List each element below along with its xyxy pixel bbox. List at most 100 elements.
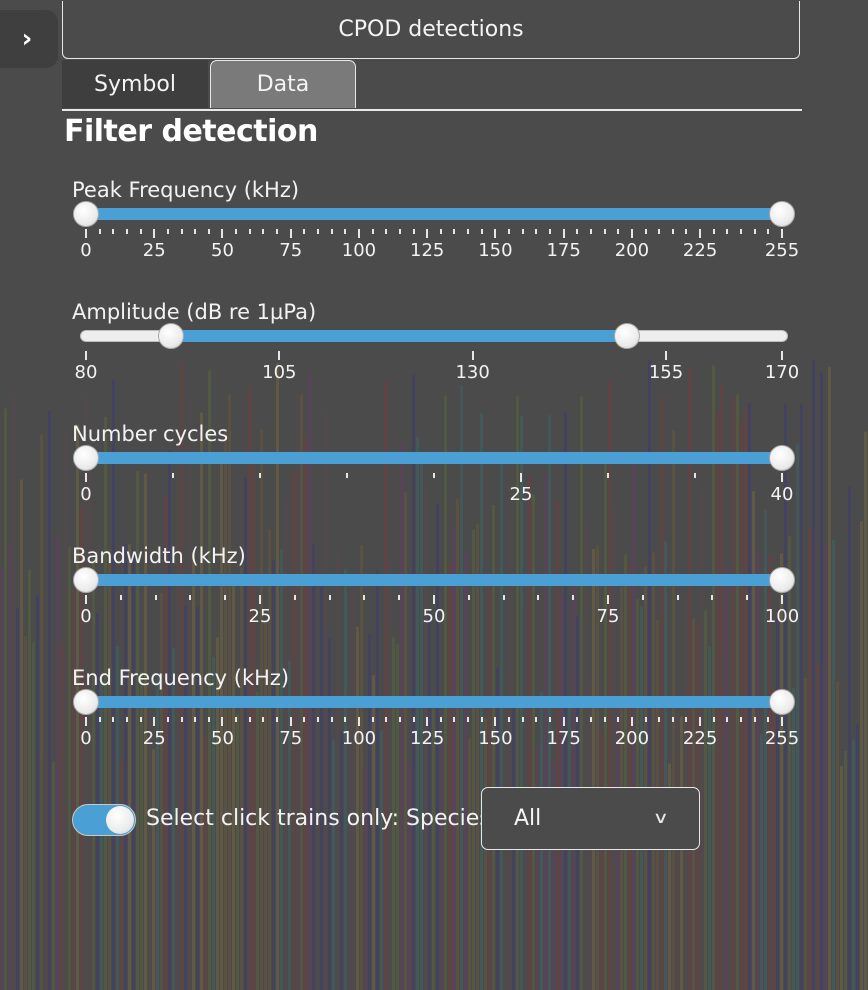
amplitude-label: Amplitude (dB re 1µPa) [72,300,317,324]
number-cycles-major-tick [781,473,783,482]
end-frequency-minor-tick [508,717,511,722]
background-bar [532,494,535,990]
end-frequency-minor-tick [344,717,347,722]
tab-data[interactable]: Data [210,60,356,108]
peak-frequency-minor-tick [740,229,743,234]
background-bar [472,530,475,990]
background-bar [604,464,607,990]
peak-frequency-minor-tick [603,229,606,234]
species-select[interactable]: All ∨ [481,787,700,850]
number-cycles-minor-tick [172,473,174,478]
click-trains-toggle[interactable] [72,804,136,836]
end-frequency-major-tick [289,717,292,726]
background-bar [124,544,127,990]
background-bar [184,606,187,990]
background-bar [764,510,767,990]
background-bar [644,566,647,990]
end-frequency-minor-tick [317,717,319,722]
peak-frequency-tick-label: 25 [142,240,166,261]
number-cycles-high-handle[interactable] [769,445,795,471]
background-bar [44,754,47,990]
peak-frequency-low-handle[interactable] [73,201,99,227]
tab-divider [62,109,802,111]
peak-frequency-minor-tick [658,229,661,234]
peak-frequency-minor-tick [712,229,715,234]
background-bar [316,586,319,990]
background-bar [836,681,839,990]
number-cycles-minor-tick [346,473,348,478]
end-frequency-minor-tick [166,717,169,722]
click-trains-label: Select click trains only: Species [146,806,491,831]
background-bar [212,656,215,990]
background-bar [736,394,739,990]
peak-frequency-minor-tick [535,229,538,234]
background-bar [248,386,251,990]
background-bar [96,613,99,990]
peak-frequency-high-handle[interactable] [769,201,795,227]
background-bar [0,565,3,990]
background-bar [352,588,355,990]
bandwidth-minor-tick [676,595,679,600]
peak-frequency-minor-tick [125,229,128,234]
background-bar [608,381,611,990]
background-bar [308,372,311,990]
end-frequency-minor-tick [276,717,279,722]
background-bar [460,385,463,990]
end-frequency-minor-tick [412,717,415,722]
background-bar [500,456,503,990]
bandwidth-minor-tick [467,595,470,600]
background-bar [780,553,783,990]
background-bar [732,397,735,990]
background-bar [368,633,371,990]
background-bar [516,396,519,990]
background-bar [148,720,151,990]
number-cycles-low-handle[interactable] [73,445,99,471]
amplitude-high-handle[interactable] [614,323,641,349]
background-bar [624,554,627,990]
bandwidth-minor-tick [641,595,644,600]
number-cycles-minor-tick [433,473,435,478]
end-frequency-low-handle[interactable] [73,689,99,715]
tab-symbol[interactable]: Symbol [62,60,208,108]
bandwidth-low-handle[interactable] [73,567,99,593]
tab-bar: Symbol Data [62,60,802,110]
background-bar [864,431,867,990]
peak-frequency-major-tick [289,229,292,238]
background-bar [760,734,763,990]
background-bar [132,549,135,990]
end-frequency-minor-tick [658,717,661,722]
number-cycles-minor-tick [694,473,696,478]
background-bar [444,395,447,990]
end-frequency-minor-tick [712,717,715,722]
number-cycles-major-tick [520,473,522,482]
background-bar [660,397,663,990]
background-bar [36,595,39,990]
bandwidth-tick-label: 25 [248,606,272,627]
end-frequency-minor-tick [98,717,101,722]
background-bar [612,505,615,990]
end-frequency-tick-label: 25 [142,728,166,749]
background-bar [68,547,71,990]
background-bar [236,714,239,990]
bandwidth-major-tick [85,595,87,604]
bandwidth-tick-label: 0 [80,606,92,627]
end-frequency-major-tick [357,717,360,726]
amplitude-low-handle[interactable] [158,323,185,349]
sidebar-toggle-button[interactable]: › [0,10,58,68]
end-frequency-minor-tick [125,717,128,722]
peak-frequency-major-tick [781,229,783,238]
end-frequency-minor-tick [262,717,265,722]
end-frequency-high-handle[interactable] [769,689,795,715]
end-frequency-minor-tick [194,717,197,722]
bandwidth-high-handle[interactable] [769,567,795,593]
peak-frequency-minor-tick [139,229,142,234]
background-bar [824,546,827,990]
peak-frequency-major-tick [85,229,87,238]
peak-frequency-minor-tick [276,229,279,234]
peak-frequency-major-tick [562,229,565,238]
background-bar [668,763,671,990]
background-bar [776,618,779,990]
peak-frequency-minor-tick [371,229,374,234]
peak-frequency-tick-label: 200 [614,240,650,261]
